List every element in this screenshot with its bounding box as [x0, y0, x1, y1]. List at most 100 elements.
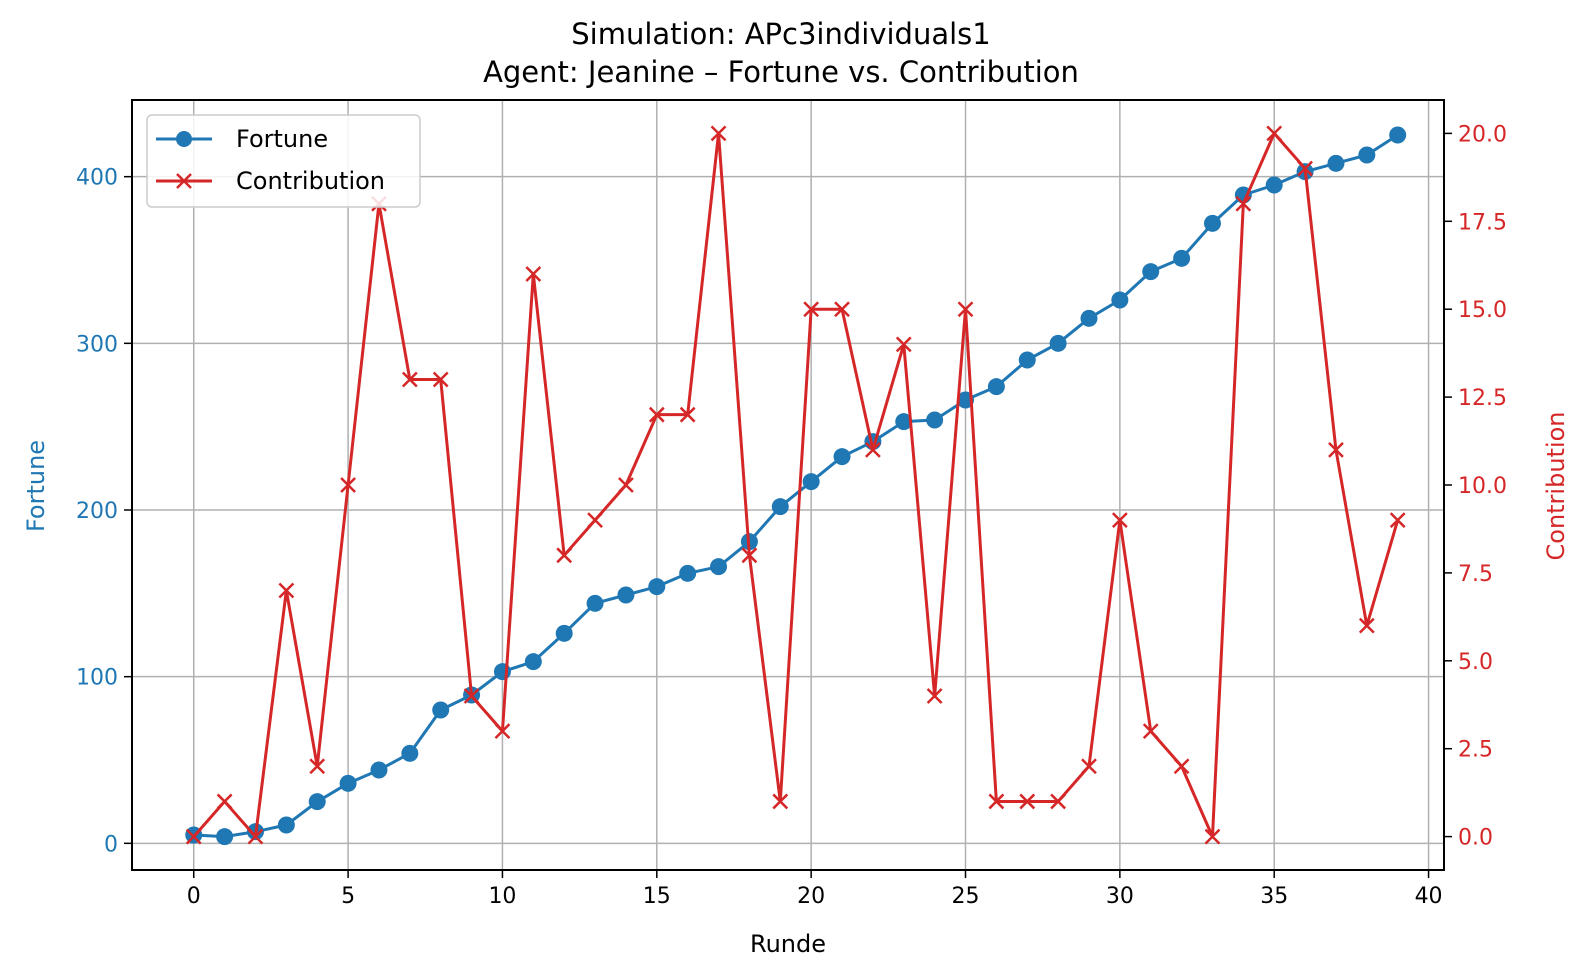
- contribution-point: [1204, 828, 1221, 845]
- contribution-point: [957, 301, 974, 318]
- grid: [132, 100, 1444, 870]
- contribution-point: [278, 582, 295, 599]
- x-tick-label: 30: [1106, 884, 1134, 909]
- fortune-series: [185, 126, 1407, 846]
- contribution-point: [1235, 195, 1252, 212]
- legend-contribution-marker: [176, 173, 192, 189]
- y-right-tick-label: 0.0: [1458, 826, 1493, 851]
- fortune-point: [771, 498, 789, 516]
- contribution-point: [1266, 125, 1283, 142]
- legend-fortune-label: Fortune: [236, 125, 328, 153]
- legend-fortune-marker: [176, 131, 192, 147]
- contribution-point: [216, 793, 233, 810]
- fortune-point: [432, 701, 450, 719]
- fortune-point: [926, 411, 944, 429]
- y-right-tick-label: 12.5: [1458, 386, 1507, 411]
- contribution-point: [710, 125, 727, 142]
- fortune-point: [710, 558, 728, 576]
- fortune-point: [617, 586, 635, 604]
- x-tick-label: 35: [1260, 884, 1288, 909]
- contribution-point: [525, 266, 542, 282]
- contribution-point: [1358, 617, 1375, 634]
- contribution-point: [772, 793, 789, 810]
- contribution-point: [803, 301, 820, 318]
- chart-title: Simulation: APc3individuals1: [571, 17, 990, 51]
- contribution-point: [432, 371, 449, 388]
- x-tick-label: 5: [341, 884, 355, 909]
- fortune-point: [802, 473, 820, 491]
- fortune-point: [555, 624, 573, 642]
- fortune-point: [370, 761, 388, 779]
- contribution-point: [401, 371, 418, 388]
- y-right-tick-label: 20.0: [1458, 122, 1507, 147]
- y-right-tick-label: 5.0: [1458, 650, 1493, 675]
- fortune-point: [1203, 214, 1221, 232]
- x-tick-label: 10: [488, 884, 516, 909]
- contribution-point: [1173, 758, 1190, 775]
- contribution-point: [1081, 758, 1097, 775]
- contribution-point: [494, 723, 511, 740]
- y-left-tick-label: 100: [76, 666, 118, 691]
- contribution-point: [587, 512, 603, 529]
- contribution-point: [834, 301, 850, 318]
- contribution-point: [618, 477, 634, 493]
- plot-frame: [131, 99, 1445, 871]
- fortune-point: [1389, 126, 1407, 144]
- contribution-point: [741, 547, 758, 564]
- fortune-point: [308, 793, 326, 811]
- y-axis-right-label: Contribution: [1542, 411, 1570, 560]
- contribution-point: [1019, 793, 1036, 810]
- contribution-point: [1142, 723, 1159, 740]
- fortune-point: [339, 774, 357, 792]
- y-left-tick-label: 200: [76, 499, 118, 524]
- contribution-line: [192, 131, 1400, 839]
- chart-subtitle: Agent: Jeanine – Fortune vs. Contributio…: [483, 55, 1079, 89]
- fortune-point: [401, 744, 419, 762]
- y-right-tick-label: 7.5: [1458, 562, 1493, 587]
- contribution-point: [463, 688, 480, 704]
- fortune-point: [1049, 334, 1067, 352]
- fortune-point: [1265, 176, 1283, 194]
- x-tick-label: 15: [643, 884, 671, 909]
- fortune-point: [895, 413, 913, 431]
- contribution-point: [340, 477, 356, 493]
- x-axis-label: Runde: [750, 930, 826, 958]
- legend-contribution-label: Contribution: [236, 167, 385, 195]
- fortune-point: [216, 828, 234, 846]
- contribution-point: [648, 406, 665, 423]
- contribution-point: [185, 828, 202, 845]
- fortune-point: [679, 564, 697, 582]
- contribution-point: [1328, 441, 1344, 458]
- fortune-point: [1080, 309, 1098, 327]
- x-tick-label: 25: [952, 884, 980, 909]
- contribution-point: [988, 793, 1005, 810]
- fortune-point: [1358, 146, 1376, 164]
- x-tick-label: 0: [187, 884, 201, 909]
- fortune-point: [1018, 351, 1036, 369]
- y-left-tick-label: 300: [76, 332, 118, 357]
- contribution-point: [926, 688, 943, 704]
- fortune-line: [193, 133, 1399, 839]
- y-left-tick-label: 400: [76, 166, 118, 191]
- contribution-point: [1389, 512, 1406, 529]
- y-right-tick-label: 17.5: [1458, 210, 1507, 235]
- legend-box: [146, 114, 421, 208]
- fortune-point: [493, 663, 511, 681]
- contribution-point: [1050, 793, 1067, 810]
- y-left-tick-label: 0: [104, 832, 118, 857]
- contribution-series: [185, 125, 1406, 845]
- y-axis-left-label: Fortune: [22, 440, 50, 532]
- x-tick-label: 40: [1415, 884, 1443, 909]
- contribution-point: [1297, 160, 1313, 177]
- fortune-point: [1111, 291, 1129, 309]
- fortune-point: [1173, 249, 1191, 267]
- ticks: 0 5 10 15 20 25 30 35 4001002003004000.02.55.07.…: [76, 122, 1507, 909]
- fortune-point: [586, 594, 604, 612]
- y-right-tick-label: 10.0: [1458, 474, 1507, 499]
- contribution-point: [309, 758, 326, 775]
- y-right-tick-label: 15.0: [1458, 298, 1507, 323]
- fortune-point: [987, 378, 1005, 396]
- contribution-point: [865, 441, 881, 458]
- contribution-point: [895, 336, 912, 353]
